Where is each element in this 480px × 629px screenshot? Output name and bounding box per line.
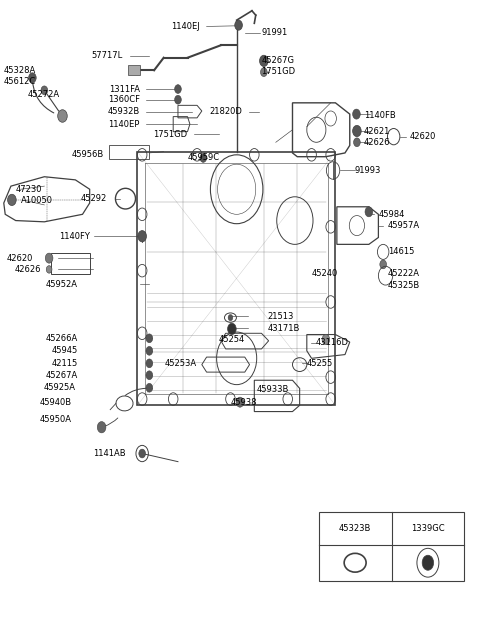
Text: 45255: 45255 [307,359,333,368]
Bar [109,145,149,159]
Text: 45292: 45292 [80,194,107,203]
Text: 45925A: 45925A [43,383,75,392]
Circle shape [235,20,242,30]
Text: 45325B: 45325B [388,281,420,290]
Circle shape [354,138,360,147]
Text: 42626: 42626 [14,265,41,274]
Circle shape [228,323,236,335]
Text: 1751GD: 1751GD [262,67,296,76]
Text: 45323B: 45323B [339,524,372,533]
Circle shape [146,371,153,380]
Circle shape [228,314,233,321]
Circle shape [146,347,153,355]
Circle shape [146,384,153,392]
Text: 45267A: 45267A [46,370,78,380]
Circle shape [175,85,181,94]
Text: 45253A: 45253A [165,359,197,368]
Circle shape [46,265,52,273]
Bar [51,253,90,274]
Circle shape [146,359,153,368]
Text: 91993: 91993 [355,166,381,175]
Text: 45956B: 45956B [72,150,104,159]
Text: 42620: 42620 [409,132,436,141]
Circle shape [175,96,181,104]
Text: 1140FY: 1140FY [59,231,90,241]
Circle shape [380,260,386,269]
Bar [128,65,140,75]
Circle shape [29,73,36,83]
Text: 1751GD: 1751GD [154,130,188,138]
Circle shape [139,449,145,458]
Text: 1311FA: 1311FA [109,84,140,94]
Circle shape [322,335,330,345]
Text: 45254: 45254 [218,335,245,344]
Text: 45267G: 45267G [262,57,294,65]
Text: 21820D: 21820D [209,107,242,116]
Text: 43171B: 43171B [268,324,300,333]
Text: 43116D: 43116D [315,338,348,347]
Text: 1360CF: 1360CF [108,95,140,104]
Text: 45959C: 45959C [188,153,220,162]
Text: 21513: 21513 [268,312,294,321]
Circle shape [365,207,372,217]
Text: 42115: 42115 [51,359,78,368]
Bar [319,512,464,581]
Text: 91991: 91991 [262,28,288,37]
Text: 42626: 42626 [364,138,391,147]
Circle shape [45,253,53,263]
Circle shape [41,86,48,95]
Text: 45266A: 45266A [46,334,78,343]
Text: 45272A: 45272A [28,89,60,99]
Text: 57717L: 57717L [92,52,123,60]
Text: 45984: 45984 [378,210,405,219]
Text: 45950A: 45950A [40,415,72,424]
Text: 47230: 47230 [16,185,42,194]
Circle shape [353,109,360,119]
Text: 1140EP: 1140EP [108,120,140,128]
Circle shape [260,55,268,67]
Circle shape [236,397,244,407]
Circle shape [58,109,67,122]
Text: A10050: A10050 [21,196,52,205]
Circle shape [138,231,146,242]
Circle shape [353,125,361,136]
Circle shape [200,153,206,162]
Text: 45938: 45938 [230,398,257,407]
Text: 45945: 45945 [51,347,78,355]
Text: 1140FB: 1140FB [364,111,396,120]
Text: 45328A: 45328A [4,66,36,75]
Circle shape [97,421,106,433]
Text: 45612C: 45612C [4,77,36,86]
Text: 45240: 45240 [312,269,338,278]
Text: 42620: 42620 [6,253,33,263]
Text: 45957A: 45957A [388,221,420,230]
Text: 45952A: 45952A [46,280,78,289]
Text: 45933B: 45933B [257,385,289,394]
Text: 42621: 42621 [364,126,390,135]
Circle shape [422,555,433,571]
Text: 1141AB: 1141AB [93,449,125,458]
Text: 14615: 14615 [388,247,414,257]
Text: 45222A: 45222A [388,269,420,278]
Text: 45940B: 45940B [40,398,72,407]
Circle shape [146,334,153,343]
Circle shape [8,194,16,206]
Text: 1140EJ: 1140EJ [171,22,199,31]
Text: 45932B: 45932B [108,107,140,116]
Text: 1339GC: 1339GC [411,524,444,533]
Circle shape [261,68,267,77]
